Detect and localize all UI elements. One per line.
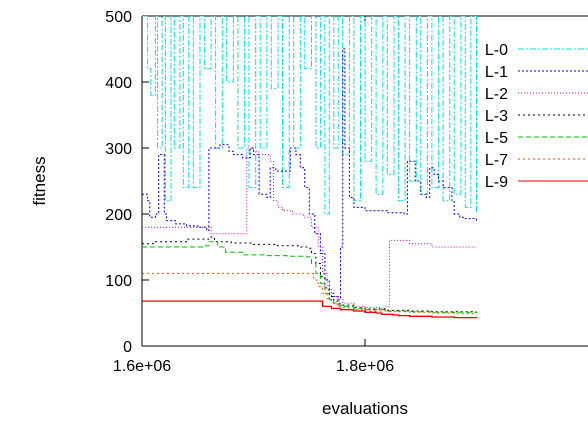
series-line-l-3 bbox=[142, 236, 477, 313]
series-line-l-0 bbox=[142, 16, 477, 215]
y-tick-label: 0 bbox=[123, 339, 132, 356]
legend-label-l-5: L-5 bbox=[485, 130, 508, 147]
legend-label-l-1: L-1 bbox=[485, 64, 508, 81]
y-ticks: 0 100 200 300 400 500 bbox=[105, 9, 149, 356]
series-line-l-1 bbox=[142, 48, 477, 301]
x-tick-label: 1.6e+06 bbox=[113, 358, 171, 375]
series-line-l-5 bbox=[142, 241, 477, 313]
series-group bbox=[142, 16, 478, 319]
y-tick-label: 100 bbox=[105, 273, 132, 290]
series-line-l-9 bbox=[142, 300, 478, 319]
legend-label-l-2: L-2 bbox=[485, 86, 508, 103]
x-axis-label: evaluations bbox=[322, 399, 408, 418]
x-ticks: 1.6e+06 1.8e+06 bbox=[113, 16, 394, 375]
series-line-l-2 bbox=[142, 147, 477, 309]
y-axis-label: fitness bbox=[30, 156, 49, 205]
legend-label-l-3: L-3 bbox=[485, 108, 508, 125]
legend: L-0 L-1 L-2 L-3 L-5 L-7 L-9 bbox=[485, 42, 588, 191]
legend-label-l-0: L-0 bbox=[485, 42, 508, 59]
y-tick-label: 300 bbox=[105, 141, 132, 158]
legend-label-l-7: L-7 bbox=[485, 152, 508, 169]
series-line-l-7 bbox=[142, 272, 477, 315]
y-tick-label: 200 bbox=[105, 207, 132, 224]
legend-label-l-9: L-9 bbox=[485, 174, 508, 191]
y-tick-label: 400 bbox=[105, 75, 132, 92]
x-tick-label: 1.8e+06 bbox=[336, 358, 394, 375]
y-tick-label: 500 bbox=[105, 9, 132, 26]
